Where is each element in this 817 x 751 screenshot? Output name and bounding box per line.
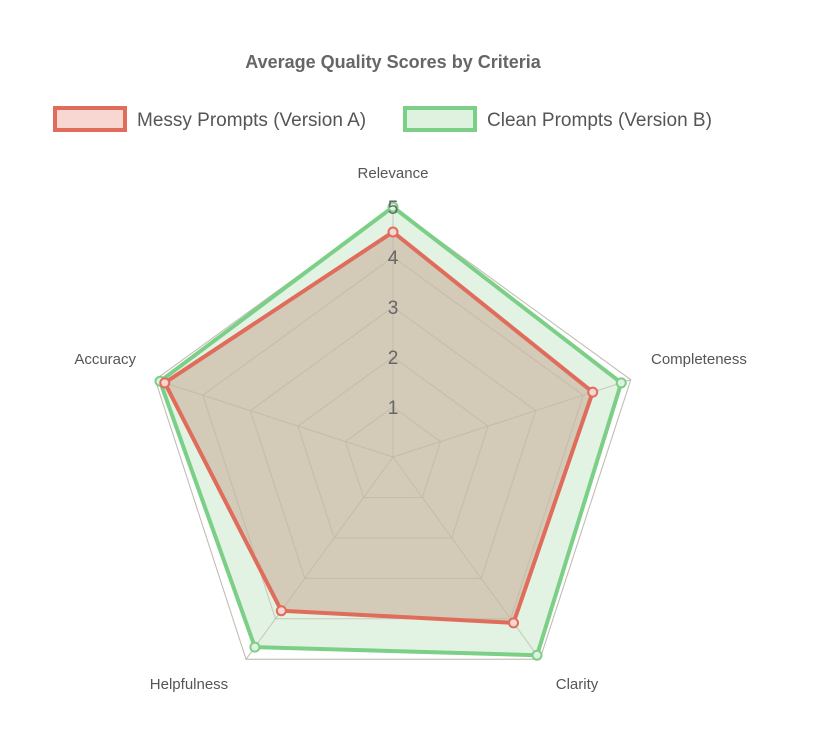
data-point-clean[interactable] [387,201,399,213]
legend-swatch [403,106,477,132]
axis-label-accuracy: Accuracy [74,351,136,368]
data-point-messy[interactable] [159,377,171,389]
axis-label-completeness: Completeness [651,351,747,368]
grid-ring-overlay [297,356,489,539]
data-point-messy[interactable] [387,226,399,238]
grid-ring-overlay [344,406,442,498]
axis-label-clarity: Clarity [556,676,599,693]
tick-label: 4 [388,248,399,269]
axis-label-relevance: Relevance [358,165,429,182]
data-point-clean[interactable] [615,377,627,389]
grid-spoke-overlay [245,456,394,660]
data-point-messy[interactable] [508,617,519,629]
legend[interactable]: Messy Prompts (Version A) Clean Prompts (… [53,106,712,132]
grid-ring-overlay [249,306,537,579]
tick-label: 5 [388,198,399,219]
axis-labels: Relevance Completeness Clarity Helpfulness A… [74,165,747,693]
tick-label: 1 [388,398,399,419]
grid-ring-overlay [154,206,632,660]
radial-ticks: 1 2 3 4 5 [388,198,399,419]
tick-label: 2 [388,348,399,369]
series-layer [154,201,632,661]
data-point-messy[interactable] [275,605,287,617]
grid-ring-overlay [202,256,584,620]
series-area-overlap [164,232,593,623]
legend-label: Clean Prompts (Version B) [487,110,712,131]
grid-spoke-overlay [155,379,394,458]
series-line-clean [157,205,624,658]
data-point-clean[interactable] [531,649,543,661]
axis-label-helpfulness: Helpfulness [150,676,228,693]
legend-item[interactable]: Messy Prompts (Version A) [53,106,366,132]
legend-label: Messy Prompts (Version A) [137,110,366,131]
series-line-messy [162,230,595,625]
tick-label: 3 [388,298,399,319]
data-point-messy[interactable] [587,386,599,398]
data-point-clean[interactable] [249,641,261,653]
chart-title: Average Quality Scores by Criteria [245,52,541,72]
legend-item[interactable]: Clean Prompts (Version B) [403,106,712,132]
legend-swatch [53,106,127,132]
